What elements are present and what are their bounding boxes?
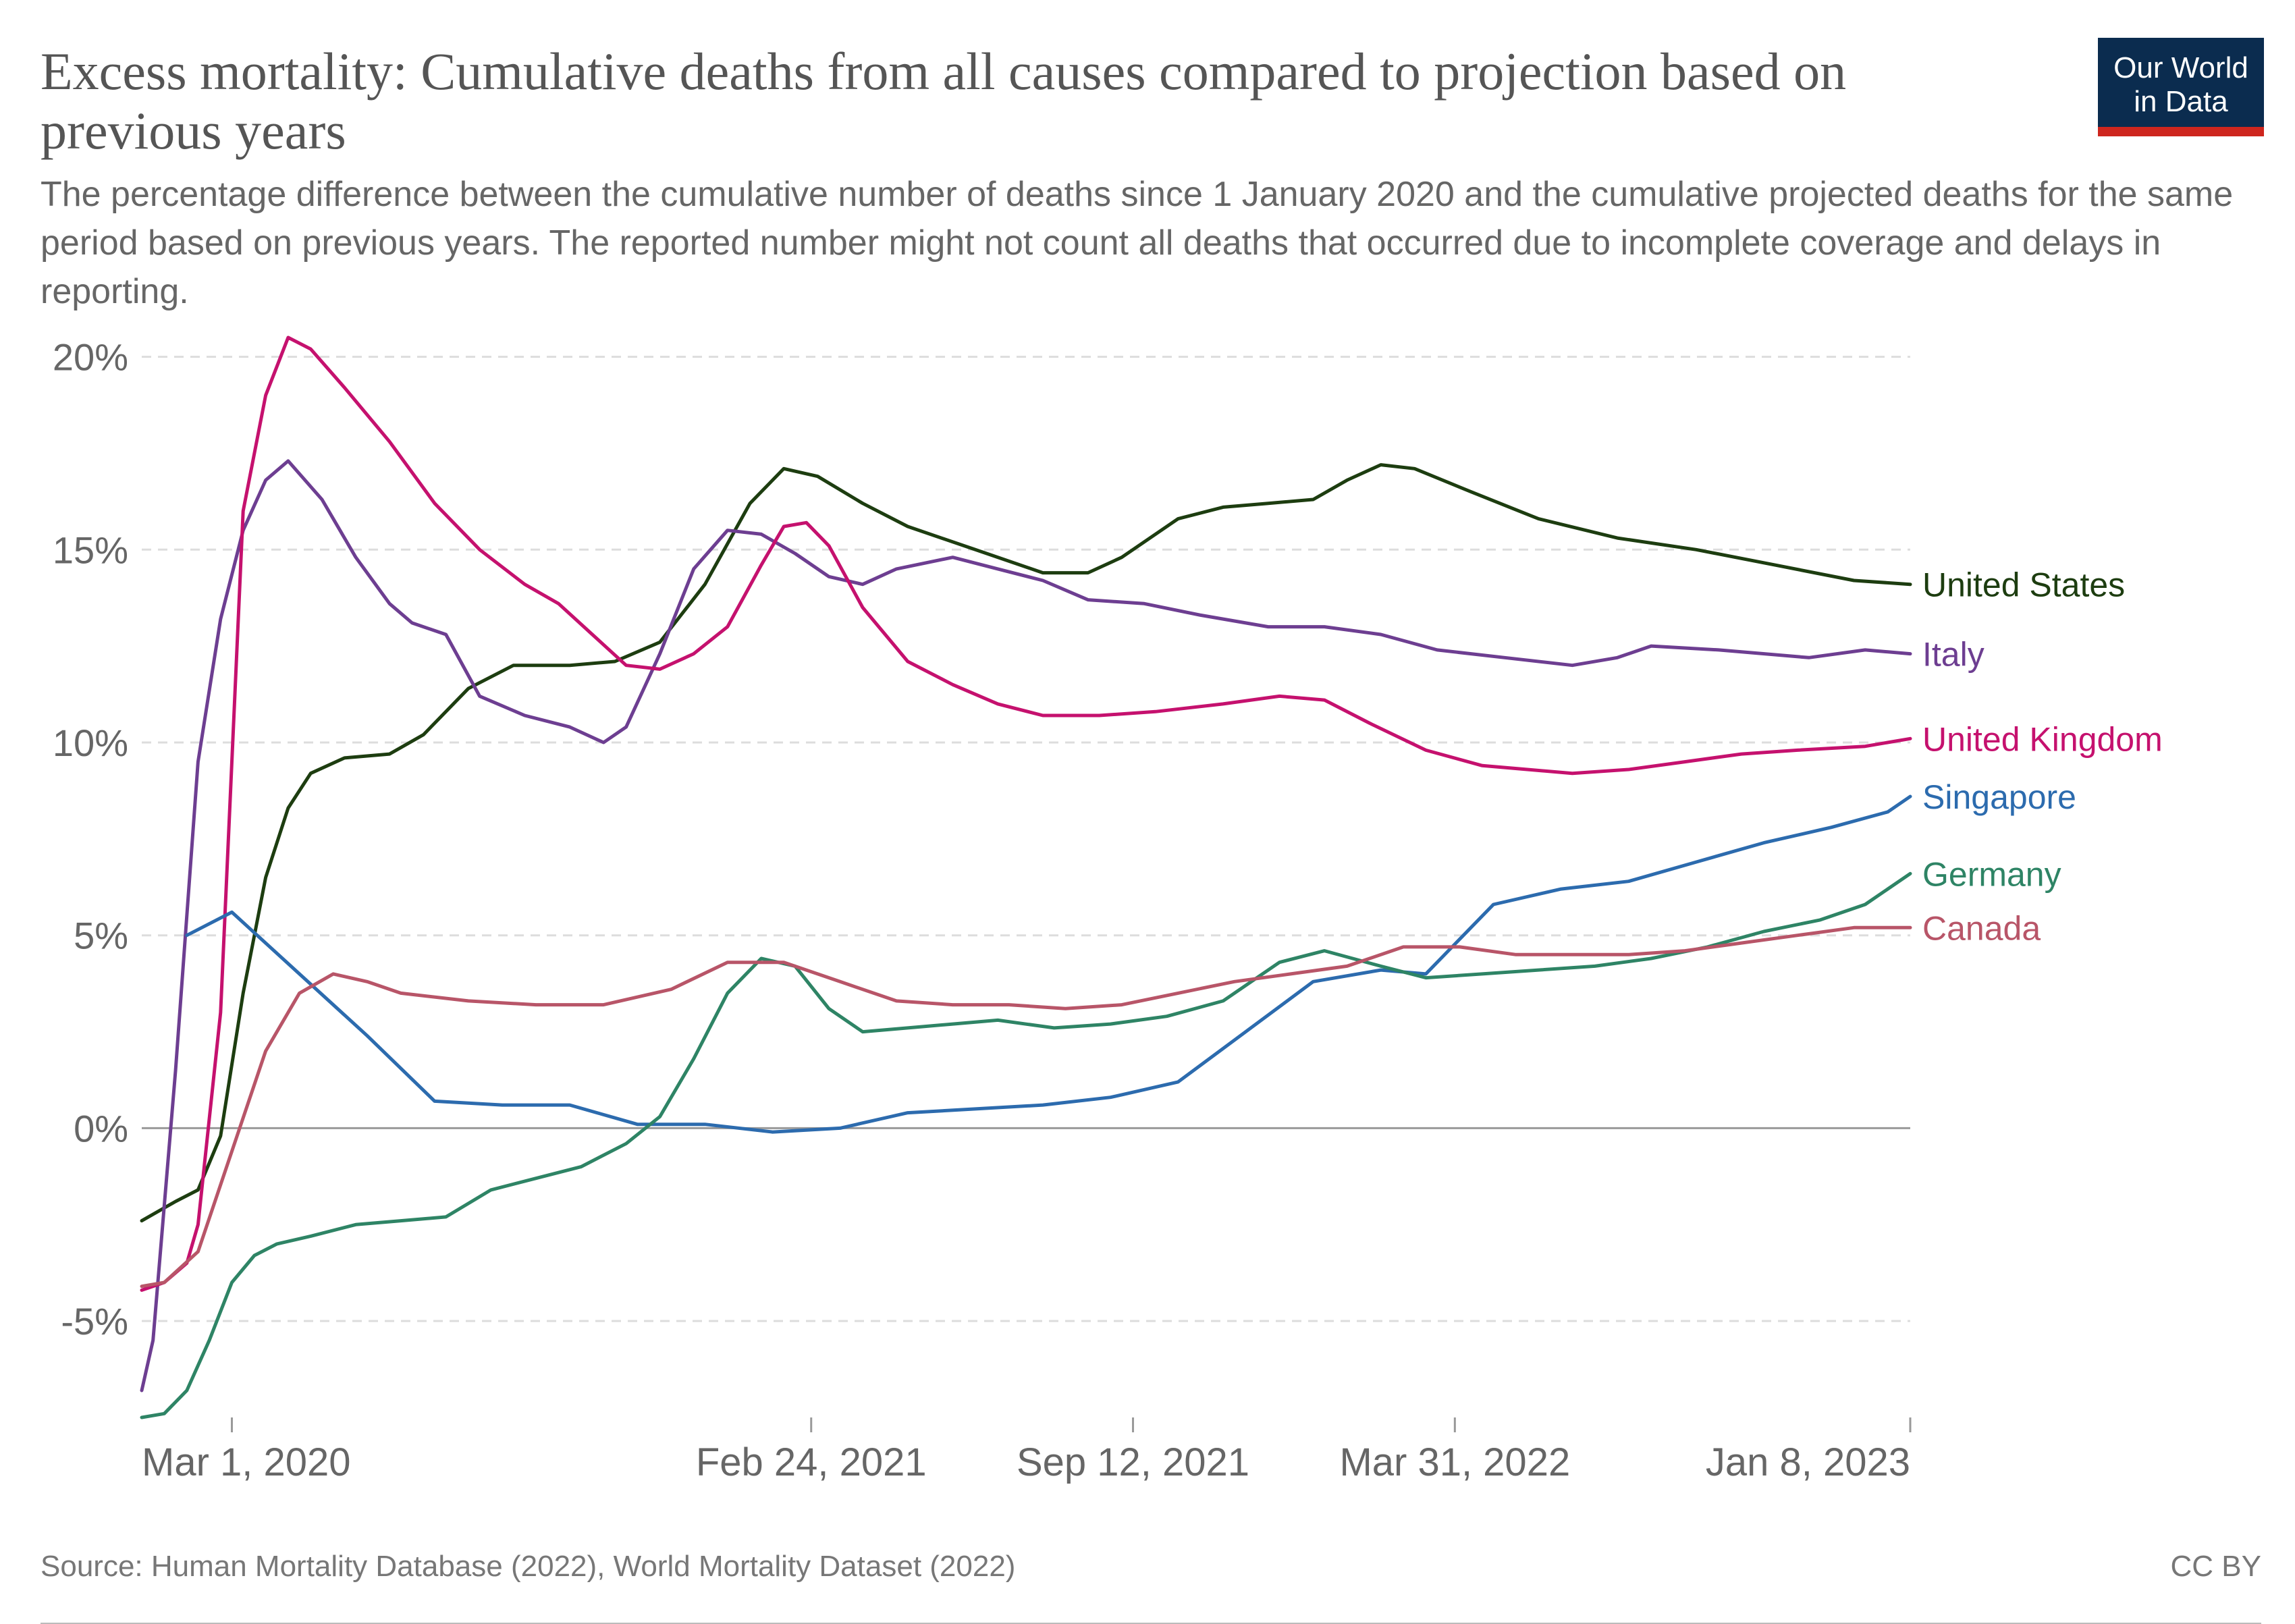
series-label-layer: United States Italy United Kingdom Singapor…: [1922, 566, 2163, 948]
owid-logo[interactable]: Our World in Data: [2098, 38, 2264, 136]
y-tick-label: 15%: [53, 529, 128, 571]
license-link[interactable]: CC BY: [2170, 1550, 2261, 1583]
x-tick-label: Sep 12, 2021: [1017, 1440, 1249, 1484]
y-tick-label: 0%: [74, 1107, 128, 1149]
y-tick-label: 5%: [74, 915, 128, 957]
series-line-singapore: [185, 794, 1912, 1134]
y-tick-label: -5%: [61, 1300, 128, 1343]
chart-subtitle: The percentage difference between the cu…: [40, 175, 2234, 311]
grid-layer: [142, 356, 1910, 1322]
x-tick-label: Feb 24, 2021: [696, 1440, 927, 1484]
series-label-canada: Canada: [1922, 909, 2041, 947]
x-tick-label: Mar 1, 2020: [142, 1440, 351, 1484]
series-label-germany: Germany: [1922, 855, 2061, 893]
logo-red-bar: [2098, 127, 2264, 136]
series-label-united-kingdom: United Kingdom: [1922, 720, 2163, 758]
y-tick-label: 20%: [53, 336, 128, 379]
series-line-germany: [140, 871, 1912, 1419]
logo-line-2: in Data: [2134, 85, 2228, 118]
series-layer: [140, 335, 1912, 1419]
series-label-united-states: United States: [1922, 566, 2125, 604]
series-line-canada: [140, 925, 1912, 1289]
x-tick-label: Jan 8, 2023: [1706, 1440, 1910, 1484]
axis-layer: 20% 15% 10% 5% 0% -5% Mar 1, 2020 Feb 24, 2021 S…: [53, 336, 1912, 1484]
series-line-united-kingdom: [140, 335, 1912, 1292]
series-line-italy: [140, 459, 1912, 1392]
series-line-united-states: [140, 463, 1912, 1223]
chart-title: Excess mortality: Cumulative deaths from…: [40, 42, 1847, 160]
series-label-singapore: Singapore: [1922, 778, 2076, 816]
series-label-italy: Italy: [1922, 636, 1985, 674]
x-tick-label: Mar 31, 2022: [1339, 1440, 1570, 1484]
y-tick-label: 10%: [53, 722, 128, 764]
logo-line-1: Our World: [2113, 51, 2248, 84]
source-note: Source: Human Mortality Database (2022),…: [40, 1550, 1016, 1583]
